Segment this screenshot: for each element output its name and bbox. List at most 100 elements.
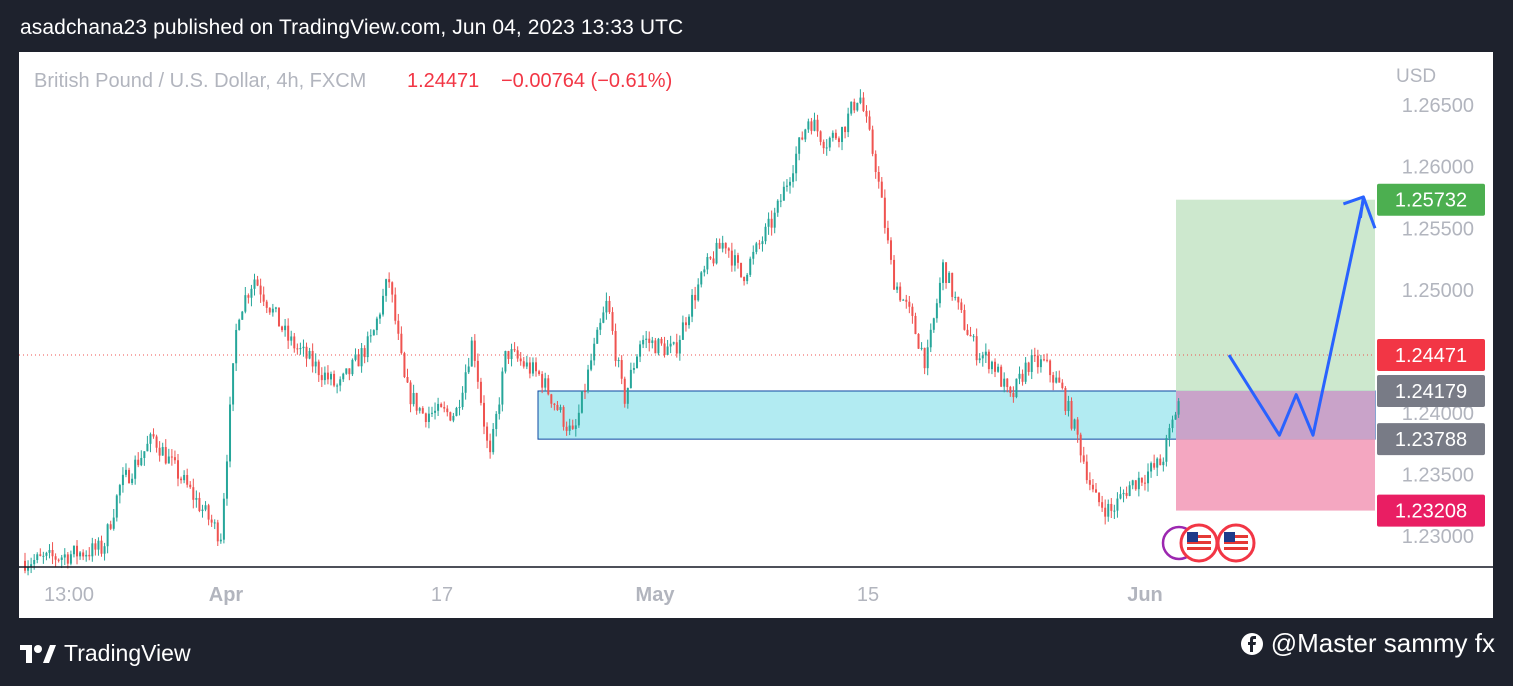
stop-loss-label[interactable]: 1.23208 <box>1377 494 1485 527</box>
candle-body[interactable] <box>467 366 470 373</box>
candle-body[interactable] <box>143 451 146 458</box>
candle-body[interactable] <box>862 97 865 111</box>
candle-body[interactable] <box>1003 378 1006 387</box>
candle-body[interactable] <box>987 351 990 370</box>
candle-body[interactable] <box>899 286 902 301</box>
candle-body[interactable] <box>222 498 225 540</box>
candle-body[interactable] <box>36 554 39 560</box>
candle-body[interactable] <box>789 181 791 186</box>
candle-body[interactable] <box>69 554 72 564</box>
candle-body[interactable] <box>639 344 642 357</box>
candle-body[interactable] <box>354 354 357 360</box>
candle-body[interactable] <box>883 197 886 228</box>
candle-body[interactable] <box>856 102 859 111</box>
candle-body[interactable] <box>1018 373 1021 379</box>
candle-body[interactable] <box>72 545 75 555</box>
candle-body[interactable] <box>314 361 317 367</box>
candle-body[interactable] <box>180 478 183 481</box>
candle-body[interactable] <box>476 360 479 382</box>
candle-body[interactable] <box>161 447 164 456</box>
candle-body[interactable] <box>587 369 590 392</box>
candle-body[interactable] <box>259 285 262 295</box>
candle-body[interactable] <box>186 475 189 485</box>
candle-body[interactable] <box>923 347 926 369</box>
candle-body[interactable] <box>531 362 534 374</box>
candle-body[interactable] <box>984 351 987 356</box>
candle-body[interactable] <box>1006 378 1009 388</box>
candle-body[interactable] <box>489 440 492 453</box>
candle-body[interactable] <box>406 376 409 383</box>
candle-body[interactable] <box>1156 458 1159 468</box>
candle-body[interactable] <box>216 522 219 542</box>
candle-body[interactable] <box>1095 489 1097 493</box>
candle-body[interactable] <box>342 373 345 380</box>
candle-body[interactable] <box>1049 360 1052 376</box>
candle-body[interactable] <box>761 241 764 245</box>
candle-body[interactable] <box>1091 484 1094 490</box>
candle-body[interactable] <box>330 373 332 380</box>
candle-body[interactable] <box>896 286 899 290</box>
candle-body[interactable] <box>1073 419 1076 429</box>
candle-body[interactable] <box>978 358 981 361</box>
candle-body[interactable] <box>776 200 779 213</box>
candle-body[interactable] <box>308 350 311 359</box>
candle-body[interactable] <box>421 408 424 414</box>
candle-body[interactable] <box>614 330 617 361</box>
candle-body[interactable] <box>256 279 259 286</box>
candle-body[interactable] <box>397 320 400 334</box>
candle-body[interactable] <box>42 555 45 557</box>
candle-body[interactable] <box>121 474 124 486</box>
candle-body[interactable] <box>605 300 608 313</box>
candle-body[interactable] <box>1140 477 1143 483</box>
candle-body[interactable] <box>1039 359 1042 368</box>
candle-body[interactable] <box>684 322 687 326</box>
candle-body[interactable] <box>109 524 112 529</box>
candle-body[interactable] <box>388 279 391 283</box>
candle-body[interactable] <box>461 392 464 408</box>
candle-body[interactable] <box>293 336 296 349</box>
candle-body[interactable] <box>48 549 51 553</box>
candle-body[interactable] <box>528 362 531 374</box>
candle-body[interactable] <box>847 113 850 133</box>
candle-body[interactable] <box>483 402 485 427</box>
candle-body[interactable] <box>663 343 666 355</box>
candle-body[interactable] <box>782 186 785 201</box>
candle-body[interactable] <box>287 325 290 341</box>
candle-body[interactable] <box>164 447 167 464</box>
last-price-label[interactable]: 1.24471 <box>1377 339 1485 372</box>
candle-body[interactable] <box>207 505 210 520</box>
candle-body[interactable] <box>124 469 127 475</box>
candle-body[interactable] <box>1131 480 1134 486</box>
candle-body[interactable] <box>902 299 905 301</box>
candle-body[interactable] <box>418 408 421 411</box>
candle-body[interactable] <box>198 497 201 511</box>
candle-body[interactable] <box>63 554 66 558</box>
candle-body[interactable] <box>559 407 562 411</box>
candle-body[interactable] <box>424 413 427 423</box>
candle-body[interactable] <box>691 294 694 317</box>
candle-body[interactable] <box>1046 359 1049 361</box>
candle-body[interactable] <box>1098 492 1101 503</box>
projection-path[interactable] <box>1227 199 1365 437</box>
candle-body[interactable] <box>210 519 213 523</box>
candle-body[interactable] <box>30 564 33 567</box>
candle-body[interactable] <box>378 314 381 319</box>
candle-body[interactable] <box>544 378 547 388</box>
candle-body[interactable] <box>1000 366 1003 387</box>
candle-body[interactable] <box>611 312 614 331</box>
candle-body[interactable] <box>360 348 363 367</box>
candle-body[interactable] <box>547 378 550 395</box>
candle-body[interactable] <box>1122 492 1125 495</box>
candle-body[interactable] <box>865 110 868 117</box>
candle-body[interactable] <box>758 243 761 245</box>
candle-body[interactable] <box>76 545 79 557</box>
candle-body[interactable] <box>443 407 446 409</box>
candle-body[interactable] <box>642 339 645 345</box>
candle-body[interactable] <box>470 340 473 367</box>
candle-body[interactable] <box>813 119 816 131</box>
candle-body[interactable] <box>1107 503 1110 517</box>
candle-body[interactable] <box>945 262 948 283</box>
candle-body[interactable] <box>981 355 984 359</box>
candle-body[interactable] <box>225 461 228 499</box>
candle-body[interactable] <box>626 387 629 404</box>
